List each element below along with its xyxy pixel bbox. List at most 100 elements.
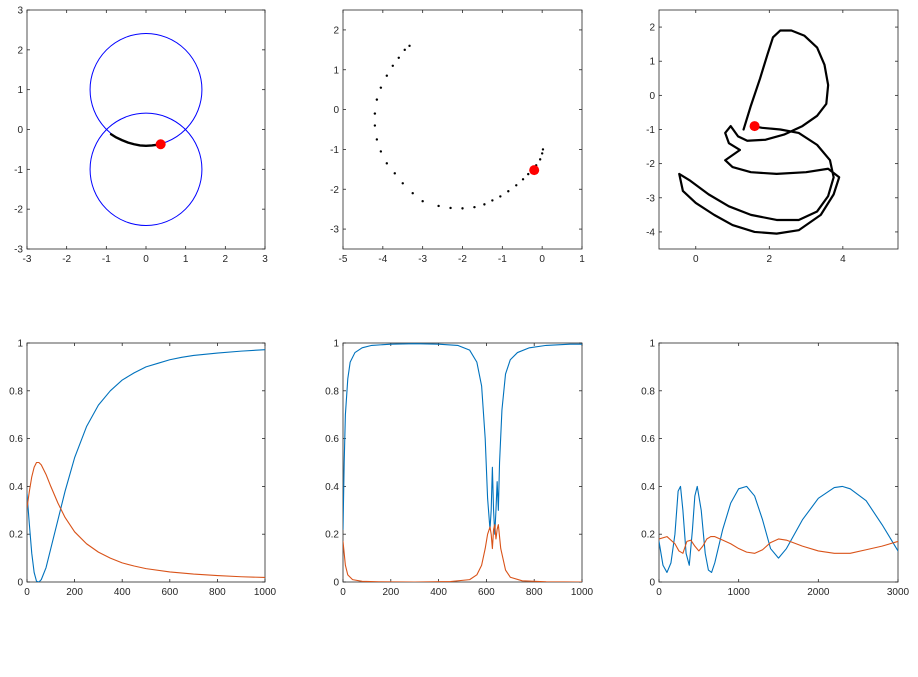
scatter-point <box>421 200 424 203</box>
x-tick-label: -2 <box>62 254 71 265</box>
chart-panel-4: 0 200 400 600 800 1000 0 0.2 0.4 0.6 0.8 1 <box>9 339 276 599</box>
x-tick-label: 3 <box>262 254 268 265</box>
y-tick-label: 0.6 <box>641 434 655 445</box>
scatter-point <box>540 152 544 155</box>
x-tick-label: -2 <box>458 254 467 265</box>
y-tick-label: 0.2 <box>325 530 339 541</box>
series-line-1 <box>343 343 582 535</box>
x-tick-label: 800 <box>526 587 543 598</box>
y-tick-label: 1 <box>17 339 23 350</box>
scatter-point <box>379 150 383 153</box>
scatter-point <box>527 172 530 176</box>
plot-area <box>343 343 582 582</box>
x-tick-label: 2000 <box>807 587 830 598</box>
y-tick-label: 1 <box>333 65 339 76</box>
scatter-point <box>373 124 377 127</box>
position-marker <box>529 165 540 176</box>
y-tick-label: 3 <box>17 6 23 17</box>
scatter-point <box>397 56 400 59</box>
y-tick-label: 1 <box>649 339 655 350</box>
y-tick-label: 0 <box>17 578 23 589</box>
y-tick-label: -3 <box>330 225 339 236</box>
plot-area <box>678 29 841 235</box>
y-tick-label: -1 <box>646 125 655 136</box>
x-tick-label: 0 <box>143 254 149 265</box>
y-tick-label: 0.8 <box>325 386 339 397</box>
scatter-point <box>375 138 379 141</box>
x-tick-label: -4 <box>378 254 387 265</box>
series-line-2 <box>659 536 898 554</box>
x-tick-label: 600 <box>478 587 495 598</box>
y-tick-label: 0.4 <box>325 482 339 493</box>
scatter-point <box>541 148 545 151</box>
y-tick-label: 0 <box>333 105 339 116</box>
x-tick-label: -3 <box>23 254 32 265</box>
scatter-point <box>491 199 494 202</box>
x-tick-label: 0 <box>340 587 346 598</box>
y-tick-label: 1 <box>649 57 655 68</box>
series-line-2 <box>343 524 582 582</box>
trajectory-curve <box>678 29 841 235</box>
x-tick-label: -5 <box>339 254 348 265</box>
y-tick-label: 0.2 <box>641 530 655 541</box>
scatter-point <box>473 205 476 209</box>
series-line-1 <box>659 485 898 573</box>
position-marker <box>749 121 760 132</box>
x-tick-label: -3 <box>418 254 427 265</box>
x-tick-label: 1000 <box>254 587 277 598</box>
x-tick-label: 4 <box>840 254 846 265</box>
scatter-point <box>521 178 525 181</box>
circle-2 <box>89 112 203 226</box>
x-tick-label: 1 <box>579 254 585 265</box>
scatter-point <box>507 190 510 193</box>
scatter-point <box>408 44 411 48</box>
scatter-point <box>538 158 542 161</box>
axes-box <box>342 9 583 250</box>
y-tick-label: 0.6 <box>9 434 23 445</box>
x-tick-label: 2 <box>767 254 773 265</box>
scatter-point <box>411 192 414 195</box>
y-tick-label: 0.8 <box>641 386 655 397</box>
y-tick-label: 0 <box>17 125 23 136</box>
chart-panel-3: 0 2 4 -4 -3 -2 -1 0 1 2 <box>646 9 899 265</box>
y-tick-label: 0 <box>333 578 339 589</box>
scatter-point <box>499 195 502 198</box>
y-tick-label: -1 <box>14 165 23 176</box>
x-tick-label: 400 <box>114 587 131 598</box>
scatter-point <box>385 74 389 77</box>
axes-box <box>26 342 266 583</box>
chart-panel-6: 0 1000 2000 3000 0 0.2 0.4 0.6 0.8 1 <box>641 339 909 599</box>
series-line-1 <box>27 349 265 582</box>
y-tick-label: -3 <box>14 245 23 256</box>
scatter-point <box>449 206 452 210</box>
scatter-point <box>483 203 486 206</box>
x-tick-label: 0 <box>693 254 699 265</box>
y-tick-label: -4 <box>646 227 655 238</box>
scatter-point <box>375 98 379 101</box>
y-tick-label: -2 <box>14 205 23 216</box>
scatter-point <box>379 86 383 89</box>
y-tick-label: -2 <box>330 185 339 196</box>
scatter-point <box>385 162 389 165</box>
y-tick-label: 0.4 <box>9 482 23 493</box>
y-tick-label: 1 <box>333 339 339 350</box>
x-tick-label: 600 <box>161 587 178 598</box>
x-tick-label: -1 <box>498 254 507 265</box>
y-tick-label: -2 <box>646 159 655 170</box>
x-tick-label: -1 <box>102 254 111 265</box>
position-marker <box>155 139 166 150</box>
plot-area <box>373 44 545 210</box>
x-tick-label: 800 <box>209 587 226 598</box>
y-tick-label: 0 <box>649 578 655 589</box>
axes-box <box>342 342 583 583</box>
x-tick-label: 200 <box>66 587 83 598</box>
y-tick-label: 2 <box>649 23 655 34</box>
y-tick-label: -1 <box>330 145 339 156</box>
x-tick-label: 1 <box>183 254 189 265</box>
y-tick-label: -3 <box>646 193 655 204</box>
chart-panel-2: -5 -4 -3 -2 -1 0 1 -3 -2 -1 0 1 2 <box>330 9 585 265</box>
x-tick-label: 2 <box>223 254 229 265</box>
y-tick-label: 1 <box>17 85 23 96</box>
scatter-point <box>391 64 394 67</box>
chart-panel-5: 0 200 400 600 800 1000 0 0.2 0.4 0.6 0.8 1 <box>325 339 593 599</box>
